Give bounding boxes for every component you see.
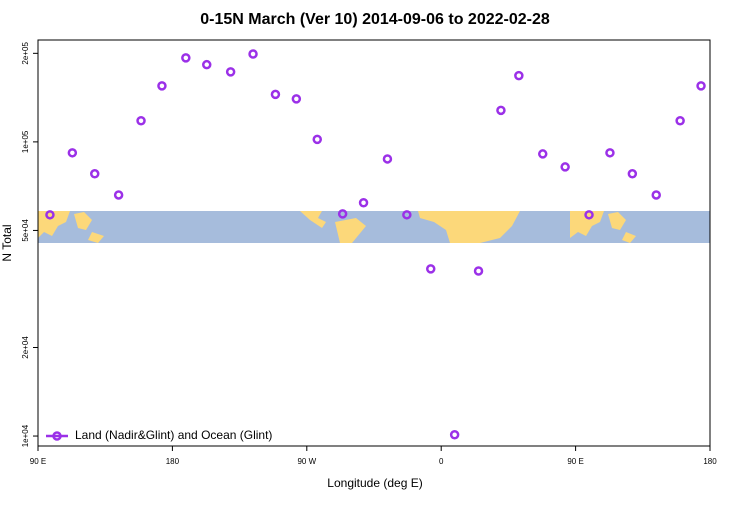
- data-point: [402, 210, 412, 220]
- y-axis-label: N Total: [0, 224, 14, 261]
- data-point: [584, 210, 594, 220]
- x-tick-label: 180: [166, 457, 180, 466]
- x-tick-label: 90 E: [30, 457, 46, 466]
- data-point: [514, 70, 524, 81]
- y-tick-label: 1e+05: [21, 130, 30, 153]
- data-point: [181, 53, 191, 63]
- data-point: [627, 169, 638, 179]
- data-point: [113, 190, 124, 200]
- legend-marker: [52, 431, 62, 441]
- data-point: [225, 67, 236, 77]
- data-point: [157, 81, 167, 91]
- y-tick-label: 2e+04: [21, 336, 30, 359]
- x-tick-label: 90 W: [297, 457, 316, 466]
- data-point: [201, 59, 212, 70]
- data-point: [560, 162, 570, 172]
- data-point: [473, 266, 484, 276]
- data-point: [358, 197, 369, 208]
- data-point: [651, 190, 661, 200]
- data-point: [312, 134, 323, 145]
- x-tick-label: 90 E: [567, 457, 583, 466]
- data-point: [605, 148, 615, 158]
- data-point: [696, 81, 706, 91]
- data-point: [425, 264, 436, 274]
- data-point: [382, 154, 393, 164]
- data-point: [496, 105, 506, 116]
- y-tick-label: 1e+04: [21, 424, 30, 447]
- data-point: [675, 115, 685, 126]
- data-point: [270, 89, 281, 100]
- x-axis-label: Longitude (deg E): [327, 476, 422, 490]
- x-tick-label: 180: [703, 457, 717, 466]
- x-tick-label: 0: [439, 457, 444, 466]
- data-point: [89, 169, 100, 179]
- chart-title: 0-15N March (Ver 10) 2014-09-06 to 2022-…: [200, 11, 550, 28]
- data-point: [537, 149, 548, 159]
- data-point: [449, 430, 460, 440]
- data-point: [291, 94, 302, 104]
- y-tick-label: 2e+05: [21, 42, 30, 65]
- data-point: [67, 148, 78, 158]
- data-point: [337, 209, 348, 219]
- data-point: [45, 210, 55, 220]
- data-point: [248, 49, 258, 59]
- map-strip: [38, 211, 710, 243]
- y-tick-label: 5e+04: [21, 219, 30, 242]
- plot-frame: [37, 39, 711, 447]
- data-point: [136, 115, 146, 126]
- legend-label: Land (Nadir&Glint) and Ocean (Glint): [75, 428, 272, 442]
